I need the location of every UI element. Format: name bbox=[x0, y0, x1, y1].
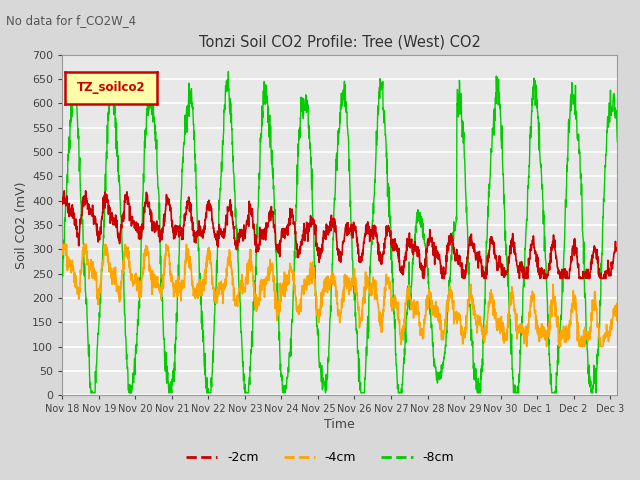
Title: Tonzi Soil CO2 Profile: Tree (West) CO2: Tonzi Soil CO2 Profile: Tree (West) CO2 bbox=[199, 34, 481, 49]
Legend: -2cm, -4cm, -8cm: -2cm, -4cm, -8cm bbox=[181, 446, 459, 469]
Y-axis label: Soil CO2 (mV): Soil CO2 (mV) bbox=[15, 181, 28, 269]
X-axis label: Time: Time bbox=[324, 419, 355, 432]
Text: No data for f_CO2W_4: No data for f_CO2W_4 bbox=[6, 14, 136, 27]
